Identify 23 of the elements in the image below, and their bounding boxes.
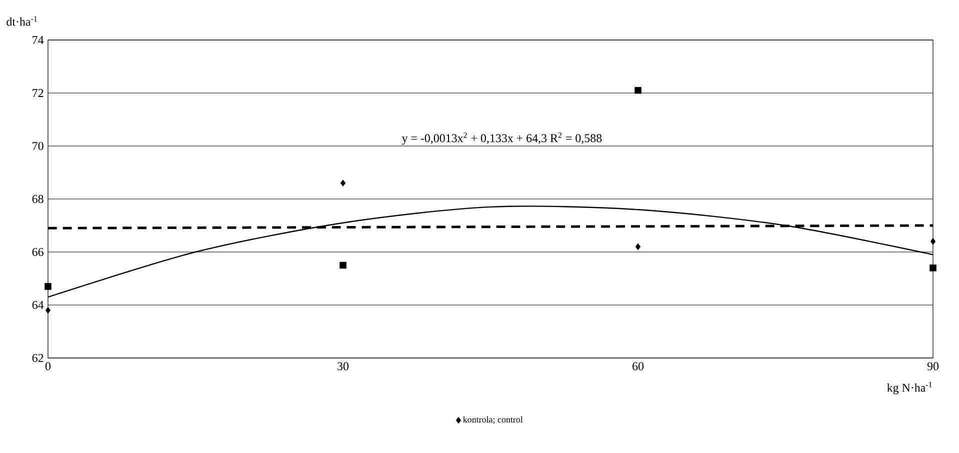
annotation: y = -0,0013x$^{2}$ + 0,133x + 64,3 R$^{2}$ = 0,588 <box>402 132 602 145</box>
y-tick-label: 64 <box>32 300 44 310</box>
y-tick-label: 68 <box>32 194 44 204</box>
x-tick-label: 90 <box>927 362 939 370</box>
x-tick-label: 30 <box>338 362 349 370</box>
point <box>930 264 936 272</box>
y-axis-title: dt·ha$^{-1}$ <box>6 16 37 26</box>
point <box>340 262 346 269</box>
legend-label: kontrola; control <box>463 416 523 424</box>
point <box>340 180 346 186</box>
y-tick-label: 72 <box>32 89 44 97</box>
y-tick-label: 74 <box>32 36 44 44</box>
y-tick-label: 66 <box>32 248 44 256</box>
point <box>45 306 51 314</box>
x-tick-label: 0 <box>45 362 51 370</box>
point <box>44 283 52 290</box>
point <box>930 238 936 245</box>
point <box>634 86 642 94</box>
y-tick-label: 62 <box>32 354 44 362</box>
x-tick-label: 60 <box>632 362 644 370</box>
x-axis-title: kg N·ha$^{-1}$ <box>887 382 932 394</box>
point <box>635 243 641 250</box>
y-tick-label: 70 <box>32 142 44 150</box>
